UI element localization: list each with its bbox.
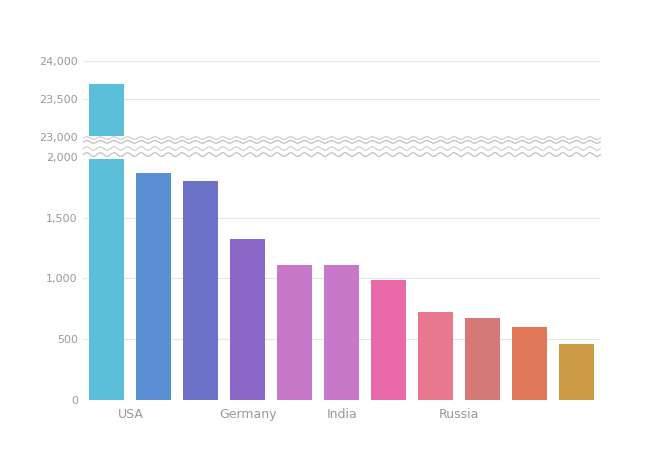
Bar [277,265,312,400]
Bar [136,173,171,400]
Bar [324,265,360,400]
Bar [83,136,600,145]
Bar [183,181,219,400]
Bar [418,312,454,400]
Bar [230,239,265,400]
Bar [89,0,125,400]
Bar [559,344,594,400]
Bar [89,84,125,449]
Bar [372,280,406,400]
Bar [83,145,600,159]
Bar [512,327,548,400]
Bar [465,318,500,400]
